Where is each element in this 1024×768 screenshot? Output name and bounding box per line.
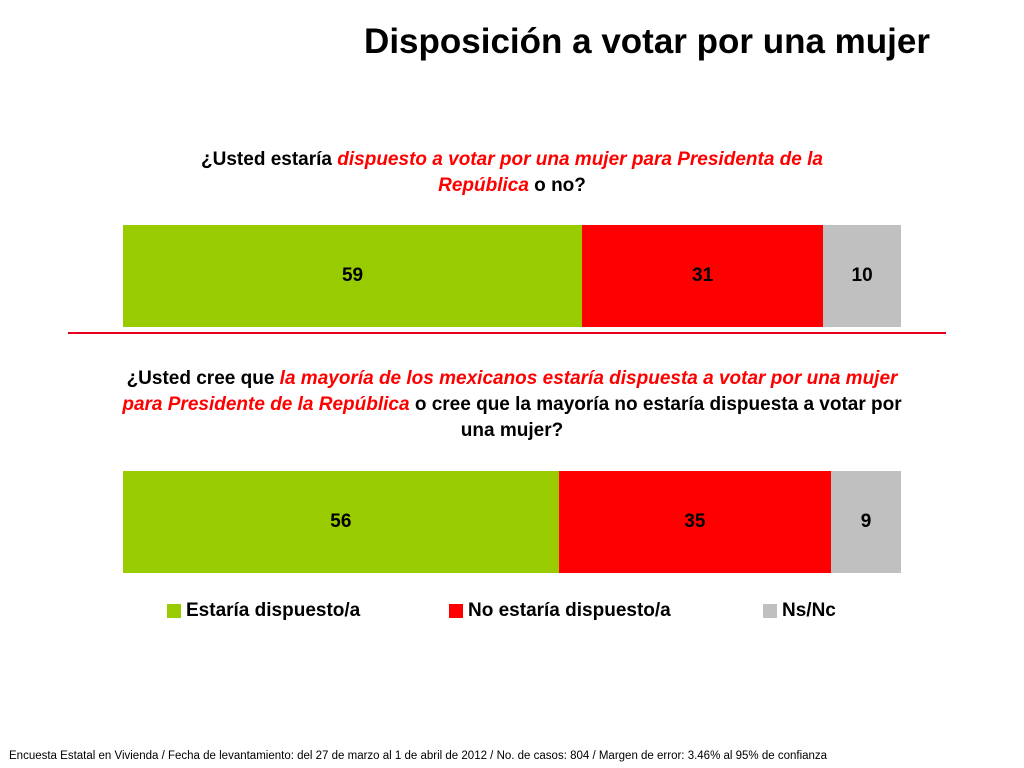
bar-2-label-nsnc: 9 (860, 511, 872, 532)
bar-1-segment-si: 59 (123, 225, 583, 327)
question-2-pre: ¿Usted cree que (126, 368, 280, 389)
question-2-post: o cree que la mayoría no estaría dispues… (409, 394, 902, 441)
legend-item-no: No estaría dispuesto/a (449, 598, 671, 624)
legend-swatch-si (167, 604, 181, 618)
legend-item-si: Estaría dispuesto/a (167, 598, 360, 624)
stacked-bar-1: 59 31 10 (123, 225, 901, 327)
legend-swatch-no (449, 604, 463, 618)
legend-item-nsnc: Ns/Nc (763, 598, 836, 624)
section-divider (68, 332, 946, 334)
question-1: ¿Usted estaría dispuesto a votar por una… (0, 147, 1024, 199)
page-title: Disposición a votar por una mujer (364, 22, 930, 61)
question-2-emphasis: la mayoría de los mexicanos estaría disp… (122, 368, 898, 415)
bar-1-segment-nsnc: 10 (823, 225, 901, 327)
bar-1-segment-no: 31 (582, 225, 824, 327)
footnote: Encuesta Estatal en Vivienda / Fecha de … (9, 750, 828, 762)
bar-2-label-si: 56 (330, 511, 352, 532)
bar-1-label-nsnc: 10 (851, 265, 873, 286)
bar-1-label-no: 31 (692, 265, 714, 286)
bar-1-label-si: 59 (341, 265, 364, 286)
bar-2-label-no: 35 (684, 511, 706, 532)
legend-label-no: No estaría dispuesto/a (468, 600, 671, 621)
legend-label-nsnc: Ns/Nc (782, 600, 836, 621)
bar-2-segment-no: 35 (558, 471, 831, 573)
stacked-bar-2: 56 35 9 (123, 471, 901, 573)
question-2: ¿Usted cree que la mayoría de los mexica… (0, 366, 1024, 444)
bar-2-segment-nsnc: 9 (830, 471, 901, 573)
question-1-emphasis: dispuesto a votar por una mujer para Pre… (337, 149, 823, 196)
question-1-pre: ¿Usted estaría (201, 149, 338, 170)
legend-swatch-nsnc (763, 604, 777, 618)
chart-legend: Estaría dispuesto/a No estaría dispuesto… (0, 598, 1024, 624)
legend-label-si: Estaría dispuesto/a (186, 600, 361, 621)
bar-2-segment-si: 56 (123, 471, 559, 573)
question-1-post: o no? (528, 175, 586, 196)
